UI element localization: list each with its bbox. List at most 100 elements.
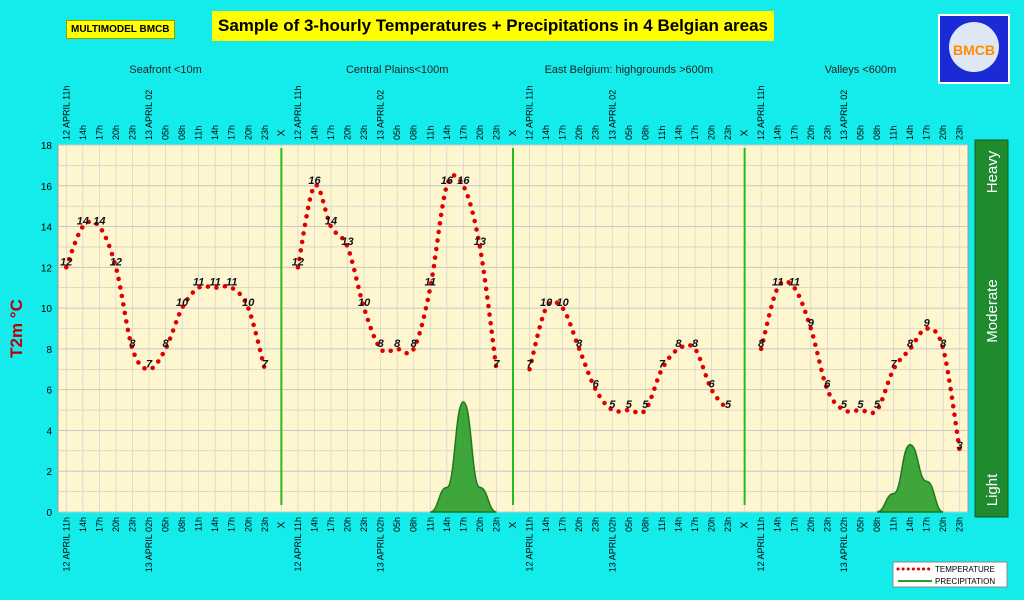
x-tick-label: 23h <box>955 517 965 532</box>
legend-precipitation-label: PRECIPITATION <box>935 577 995 586</box>
precipitation-scale-label: Moderate <box>984 279 1001 342</box>
temperature-data-label: 11 <box>209 277 220 289</box>
top-x-tick-label: 11h <box>425 126 435 140</box>
x-tick-label: 11h <box>657 517 667 531</box>
temperature-data-label: 7 <box>659 358 666 370</box>
top-x-tick-label: 13 APRIL 02 <box>144 90 154 140</box>
x-tick-label: 08h <box>640 517 650 532</box>
y-tick-label: 10 <box>41 304 53 315</box>
y-tick-label: 6 <box>46 386 52 397</box>
temperature-data-label: 6 <box>593 379 600 391</box>
temperature-data-label: 16 <box>308 175 321 187</box>
x-tick-label: 14h <box>905 517 915 532</box>
top-x-tick-label: 23h <box>127 125 137 140</box>
temperature-data-label: 8 <box>162 338 169 350</box>
x-tick-label: 23h <box>491 517 501 532</box>
x-tick-label: 14h <box>773 517 783 532</box>
x-tick-label: 20h <box>475 517 485 532</box>
y-tick-label: 16 <box>41 182 53 193</box>
x-tick-label: 20h <box>111 517 121 532</box>
temperature-data-label: 7 <box>526 358 533 370</box>
x-tick-label: 13 APRIL 02h <box>144 517 154 572</box>
top-x-tick-label: 23h <box>723 125 733 140</box>
top-x-tick-label: 17h <box>458 125 468 140</box>
top-x-tick-label: 08h <box>640 125 650 140</box>
x-tick-label: 17h <box>227 517 237 532</box>
temperature-data-label: 7 <box>262 358 269 370</box>
temperature-data-label: 5 <box>841 399 848 411</box>
top-x-tick-label: 13 APRIL 02 <box>607 90 617 140</box>
area-title: Valleys <600m <box>825 64 897 76</box>
temperature-data-label: 8 <box>129 338 136 350</box>
top-x-tick-label: 20h <box>938 125 948 140</box>
top-x-tick-label: 08h <box>872 125 882 140</box>
temperature-data-label: 14 <box>77 216 89 228</box>
top-x-tick-label: 23h <box>955 125 965 140</box>
top-x-tick-label: 14h <box>773 125 783 140</box>
x-tick-label: 11h <box>194 517 204 531</box>
x-tick-label: 05h <box>855 517 865 532</box>
x-tick-label: 14h <box>210 517 220 532</box>
temperature-data-label: 5 <box>857 399 864 411</box>
top-x-tick-label: 20h <box>475 125 485 140</box>
x-tick-label: 11h <box>425 517 435 531</box>
x-tick-label: 11h <box>889 517 899 531</box>
bmcb-logo: BMCB <box>938 14 1010 84</box>
temperature-data-label: 6 <box>824 379 831 391</box>
top-x-tick-label: 12 APRIL 11h <box>756 85 766 140</box>
temperature-data-label: 9 <box>808 318 815 330</box>
precipitation-scale-label: Light <box>984 473 1001 506</box>
top-x-tick-label: 12 APRIL 11h <box>525 85 535 140</box>
temperature-data-label: 13 <box>341 236 353 248</box>
precipitation-area <box>876 443 944 513</box>
top-x-tick-label: 17h <box>558 125 568 140</box>
y-tick-label: 12 <box>41 263 53 274</box>
temperature-data-label: 11 <box>789 277 800 289</box>
x-tick-label: 05h <box>624 517 634 532</box>
x-tick-label: 08h <box>409 517 419 532</box>
top-x-tick-label: 17h <box>690 125 700 140</box>
top-x-tick-label: 14h <box>309 125 319 140</box>
x-tick-label: 17h <box>94 517 104 532</box>
y-tick-label: 4 <box>46 426 52 437</box>
separator-top-label: X <box>508 129 519 136</box>
y-tick-label: 0 <box>46 508 52 519</box>
x-tick-label: 20h <box>343 517 353 532</box>
top-x-tick-label: 08h <box>177 125 187 140</box>
area-title: East Belgium: highgrounds >600m <box>545 64 713 76</box>
top-x-tick-label: 14h <box>541 125 551 140</box>
top-x-tick-label: 20h <box>111 125 121 140</box>
x-tick-label: 23h <box>822 517 832 532</box>
x-tick-label: 20h <box>574 517 584 532</box>
temperature-data-label: 11 <box>772 277 783 289</box>
separator-bottom-label: X <box>508 521 519 528</box>
y-tick-label: 8 <box>46 345 52 356</box>
temperature-data-label: 14 <box>325 216 337 228</box>
top-x-tick-label: 23h <box>260 125 270 140</box>
x-tick-label: 23h <box>723 517 733 532</box>
temperature-data-label: 10 <box>176 297 189 309</box>
x-tick-label: 14h <box>673 517 683 532</box>
x-tick-label: 23h <box>591 517 601 532</box>
logo-text: BMCB <box>953 42 995 58</box>
x-tick-label: 13 APRIL 02h <box>376 517 386 572</box>
temperature-data-label: 12 <box>60 256 72 268</box>
top-x-tick-label: 05h <box>855 125 865 140</box>
legend-box <box>892 561 1008 588</box>
temperature-data-label: 7 <box>146 358 153 370</box>
separator-top-label: X <box>276 129 287 136</box>
x-tick-label: 12 APRIL 11h <box>525 517 535 572</box>
top-x-tick-label: 17h <box>94 125 104 140</box>
top-x-tick-label: 20h <box>574 125 584 140</box>
top-x-tick-label: 23h <box>822 125 832 140</box>
top-x-tick-label: 17h <box>922 125 932 140</box>
temperature-data-label: 5 <box>874 399 881 411</box>
top-x-tick-label: 14h <box>442 125 452 140</box>
temperature-series-line <box>295 173 499 372</box>
temperature-data-label: 12 <box>292 256 304 268</box>
x-tick-label: 14h <box>541 517 551 532</box>
top-x-tick-label: 11h <box>194 126 204 140</box>
precipitation-area <box>430 401 497 513</box>
top-x-tick-label: 17h <box>227 125 237 140</box>
temperature-data-label: 8 <box>758 338 765 350</box>
